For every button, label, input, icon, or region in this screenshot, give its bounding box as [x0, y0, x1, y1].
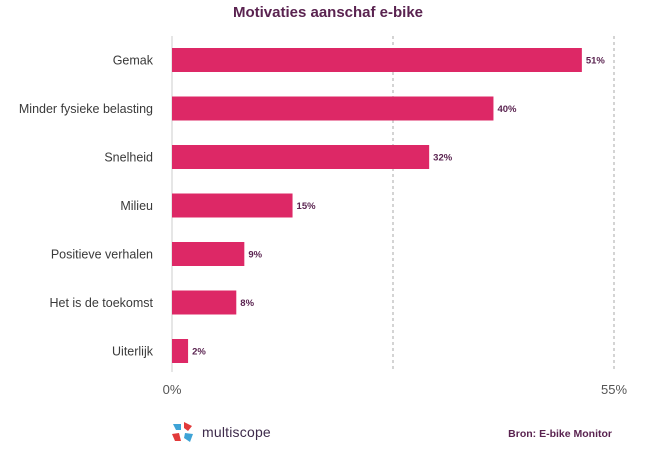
category-label: Het is de toekomst [49, 296, 153, 310]
tick-label: 55% [601, 382, 627, 397]
bar [172, 48, 582, 72]
bar [172, 339, 189, 363]
source-note: Bron: E-bike Monitor [508, 428, 612, 440]
bars [172, 48, 582, 363]
category-label: Uiterlijk [112, 345, 154, 359]
category-label: Gemak [113, 54, 154, 68]
value-label: 2% [192, 347, 206, 358]
labels: Gemak 51% Minder fysieke belasting 40% Snelh… [19, 54, 628, 398]
value-label: 51% [586, 56, 606, 67]
category-label: Positieve verhalen [51, 248, 153, 262]
tick-label: 0% [163, 382, 182, 397]
category-label: Snelheid [104, 151, 153, 165]
value-label: 32% [433, 153, 453, 164]
multiscope-logo-icon [172, 422, 193, 442]
category-label: Milieu [120, 199, 153, 213]
bar [172, 96, 494, 121]
logo-text: multiscope [202, 424, 271, 440]
bar [172, 290, 237, 315]
value-label: 40% [497, 104, 517, 115]
chart-title: Motivaties aanschaf e-bike [232, 4, 424, 21]
value-label: 15% [297, 201, 317, 212]
bar [172, 145, 430, 169]
category-label: Minder fysieke belasting [19, 102, 153, 116]
bar [172, 242, 245, 266]
value-label: 8% [240, 298, 254, 309]
multiscope-logo: multiscope [170, 420, 271, 444]
bar [172, 193, 293, 218]
value-label: 9% [248, 250, 262, 261]
